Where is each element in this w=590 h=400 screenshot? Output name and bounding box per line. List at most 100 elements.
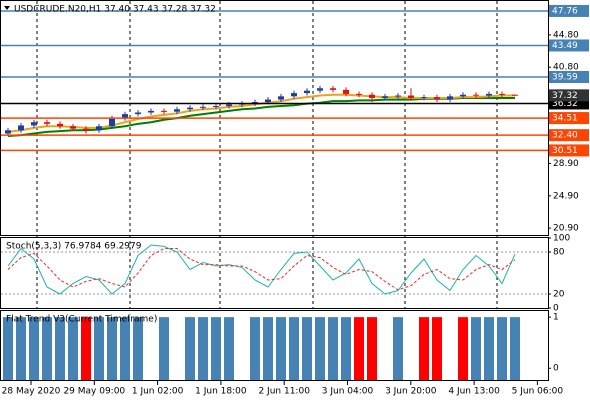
candle-body <box>148 110 154 113</box>
candle-body <box>486 93 492 96</box>
y-tick-label: 28.90 <box>553 159 579 169</box>
pane-title: Flat Trend V3(Current Timeframe) <box>6 315 157 325</box>
y-tick-label: 40.80 <box>553 63 579 73</box>
trend-bar <box>289 317 299 380</box>
y-tick-label: 80 <box>553 248 565 258</box>
candle-body <box>200 106 206 108</box>
trend-bar <box>315 317 325 380</box>
candle-body <box>304 90 310 94</box>
candle-body <box>83 128 89 131</box>
candle-body <box>356 93 362 95</box>
y-tick-label: 20.90 <box>553 224 579 234</box>
trend-bar <box>3 317 13 380</box>
candle-body <box>122 114 128 119</box>
candle-body <box>96 126 102 131</box>
candle-body <box>18 125 24 131</box>
level-box <box>549 4 589 17</box>
candle-body <box>395 95 401 97</box>
trend-bar <box>497 317 507 380</box>
trend-bar <box>341 317 351 380</box>
trend-bar <box>302 317 312 380</box>
level-label: 32.40 <box>552 131 578 141</box>
plot-layer: 44.80 40.80 28.90 24.90 20.90 47.76 43.49 39.59… <box>1 5 589 397</box>
candle-body <box>278 96 284 100</box>
candle-body <box>330 88 336 90</box>
trend-bar <box>68 317 78 380</box>
x-tick-label: 4 Jun 13:00 <box>448 387 500 397</box>
trend-bar <box>94 317 104 380</box>
trend-bar <box>419 317 429 380</box>
price-box <box>549 89 589 102</box>
y-tick-label: 24.90 <box>553 191 579 201</box>
trend-bar <box>406 317 416 380</box>
trend-bar <box>263 317 273 380</box>
candle-body <box>460 94 466 97</box>
y-tick-label: 44.80 <box>553 30 579 40</box>
menu-arrow[interactable] <box>4 6 10 10</box>
trend-bar <box>133 317 143 380</box>
candle-body <box>70 126 76 129</box>
candle-body <box>382 96 388 98</box>
x-tick-label: 28 May 2020 <box>2 387 61 397</box>
trend-bar <box>328 317 338 380</box>
trend-bar <box>42 317 52 380</box>
candle-body <box>187 107 193 110</box>
x-tick-label: 1 Jun 18:00 <box>195 387 247 397</box>
trend-bar <box>146 317 156 380</box>
stoch-line <box>7 244 516 295</box>
x-tick-label: 3 Jun 20:00 <box>385 387 437 397</box>
trend-bar <box>510 317 520 380</box>
trend-bar <box>445 317 455 380</box>
level-box <box>549 112 589 125</box>
trend-bar <box>250 317 260 380</box>
trend-bar <box>393 317 403 380</box>
trend-bar <box>354 317 364 380</box>
main-pane <box>0 0 549 236</box>
trend-bar <box>107 317 117 380</box>
trend-bar <box>224 317 234 380</box>
candle-body <box>109 118 115 127</box>
y-tick-label: 0 <box>553 304 559 314</box>
x-tick-label: 5 Jun 06:00 <box>512 387 564 397</box>
candle-body <box>499 93 505 95</box>
candle-body <box>5 130 11 134</box>
y-tick-label: 20 <box>553 290 565 300</box>
level-box <box>549 71 589 84</box>
x-tick-label: 1 Jun 02:00 <box>132 387 184 397</box>
trend-bar <box>367 317 377 380</box>
candle-body <box>226 104 232 107</box>
candle-body <box>421 97 427 99</box>
trend-bar <box>159 317 169 380</box>
trend-bar <box>237 317 247 380</box>
trend-bar <box>55 317 65 380</box>
candle-body <box>265 99 271 102</box>
candle-body <box>447 96 453 100</box>
candle-body <box>408 95 414 98</box>
candle-body <box>512 94 518 96</box>
y-tick-label: 1 <box>553 313 559 323</box>
stoch-pane <box>0 237 549 309</box>
candle-body <box>317 88 323 91</box>
level-label: 43.49 <box>552 41 578 51</box>
stoch-line <box>7 248 516 291</box>
trend-bar <box>458 317 468 380</box>
trend-bar <box>81 317 91 380</box>
trend-bar <box>432 317 442 380</box>
candle-body <box>369 94 375 98</box>
flat-trend-pane <box>0 310 549 381</box>
candle-body <box>44 122 50 124</box>
candle-body <box>31 122 37 126</box>
level-label: 47.76 <box>552 6 578 16</box>
x-tick-label: 3 Jun 04:00 <box>322 387 374 397</box>
level-label: 39.59 <box>552 73 578 83</box>
trend-bar <box>198 317 208 380</box>
level-box <box>549 39 589 52</box>
trend-bar <box>211 317 221 380</box>
level-box <box>549 144 589 157</box>
trend-bar <box>185 317 195 380</box>
trend-bar <box>380 317 390 380</box>
candle-body <box>434 97 440 100</box>
y-tick-label: 0 <box>553 364 559 374</box>
trend-bar <box>276 317 286 380</box>
